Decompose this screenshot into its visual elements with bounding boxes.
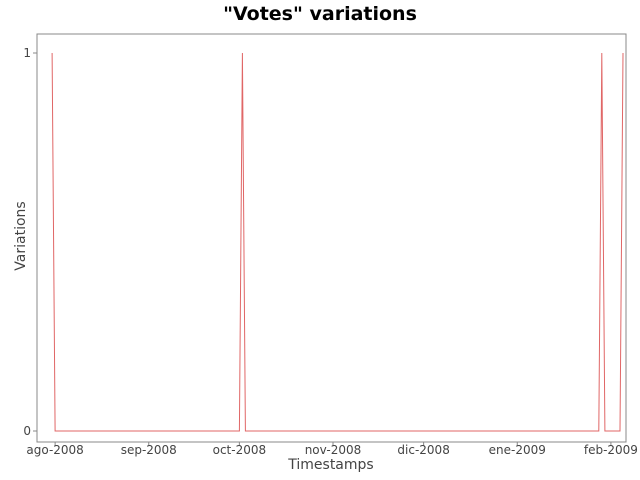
x-axis-label: Timestamps xyxy=(287,457,373,473)
x-tick-label-3: nov-2008 xyxy=(305,443,362,457)
chart-title: "Votes" variations xyxy=(223,3,417,25)
y-axis-label: Variations xyxy=(13,201,29,270)
x-tick-label-1: sep-2008 xyxy=(121,443,177,457)
x-tick-label-4: dic-2008 xyxy=(397,443,449,457)
x-tick-label-2: oct-2008 xyxy=(213,443,267,457)
series-line-0 xyxy=(51,52,624,432)
x-tick-label-6: feb-2009 xyxy=(584,443,638,457)
x-tick-label-0: ago-2008 xyxy=(26,443,83,457)
y-axis: 01 xyxy=(23,46,37,438)
y-tick-label-1: 1 xyxy=(23,46,31,60)
x-axis: ago-2008 sep-2008 oct-2008 nov-2008 dic-2008… xyxy=(26,442,638,457)
x-tick-label-5: ene-2009 xyxy=(489,443,546,457)
y-tick-label-0: 0 xyxy=(23,424,31,438)
series-layer xyxy=(51,52,624,432)
plot-area xyxy=(36,33,627,443)
